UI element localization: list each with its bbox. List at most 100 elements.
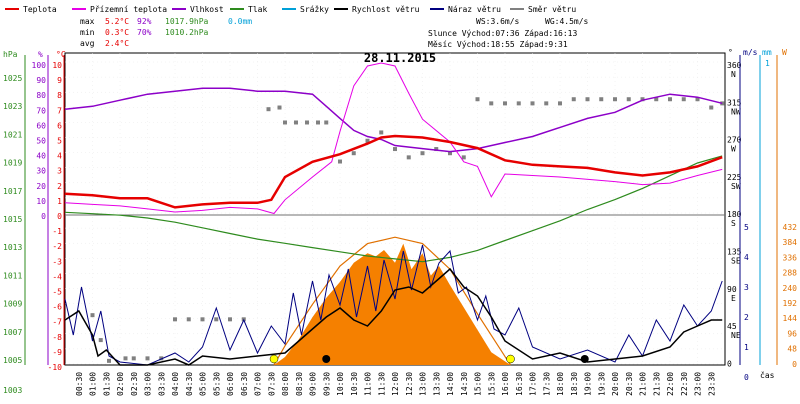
- wind-dir-point: [406, 155, 411, 160]
- wind-dir-point: [379, 130, 384, 135]
- wind-dir-point: [599, 97, 604, 102]
- dir-tick-name: NW: [731, 107, 741, 116]
- x-tick-label: 22:30: [680, 372, 689, 396]
- x-tick-label: 12:00: [391, 372, 400, 396]
- wind-dir-point: [503, 101, 507, 106]
- deg-tick: 8: [57, 91, 62, 100]
- dir-tick-name: SW: [731, 182, 741, 191]
- wind-dir-point: [338, 159, 342, 164]
- wind-dir-point: [90, 313, 95, 318]
- wind-dir-point: [668, 97, 672, 102]
- deg-tick: 4: [57, 152, 62, 161]
- x-tick-label: 10:00: [336, 372, 345, 396]
- dir-tick-value: 135: [727, 248, 742, 257]
- stats-row-label: min: [80, 28, 95, 37]
- hpa-tick: 1011: [3, 271, 22, 280]
- x-tick-label: 11:30: [377, 372, 386, 396]
- wind-dir-point: [145, 356, 150, 361]
- pct-tick: 20: [36, 182, 46, 191]
- hpa-tick: 1007: [3, 328, 22, 337]
- ms-tick: 4: [744, 253, 749, 262]
- x-tick-label: 20:30: [625, 372, 634, 396]
- dir-tick-value: 270: [727, 136, 742, 145]
- deg-tick: 9: [57, 76, 62, 85]
- hpa-tick: 1005: [3, 356, 22, 365]
- pct-tick: 80: [36, 91, 46, 100]
- x-tick-label: 07:00: [254, 372, 263, 396]
- wind-dir-point: [475, 97, 480, 102]
- deg-tick: 6: [57, 121, 62, 130]
- w-tick: 0: [792, 360, 797, 369]
- deg-unit: °C: [56, 50, 66, 59]
- pct-tick: 40: [36, 152, 46, 161]
- stats-value: 2.4°C: [105, 39, 129, 48]
- wind-dir-point: [544, 101, 549, 106]
- dir-tick-value: 315: [727, 98, 742, 107]
- wind-dir-point: [283, 120, 287, 125]
- temperature-line: [64, 134, 723, 209]
- x-tick-label: 23:00: [694, 372, 703, 396]
- wind-gust-info: WG:4.5m/s: [545, 17, 589, 26]
- x-tick-label: 03:00: [144, 372, 153, 396]
- dir-tick-value: 0: [727, 359, 732, 368]
- x-tick-label: 11:00: [364, 372, 373, 396]
- wind-dir-point: [294, 120, 298, 125]
- sun-info: Slunce Východ:07:36 Západ:16:13: [428, 29, 577, 38]
- x-tick-label: 17:30: [542, 372, 551, 396]
- x-tick-label: 04:30: [185, 372, 194, 396]
- x-tick-label: 15:00: [474, 372, 483, 396]
- moonset-marker: [322, 355, 331, 363]
- wind-dir-point: [214, 317, 219, 322]
- wind-dir-point: [393, 147, 397, 152]
- x-tick-label: 20:00: [611, 372, 620, 396]
- x-tick-label: 15:30: [487, 372, 496, 396]
- x-axis-label: čas: [760, 370, 775, 380]
- pct-tick: 50: [36, 137, 46, 146]
- wind-dir-point: [571, 97, 576, 102]
- pct-tick: 30: [36, 167, 46, 176]
- wind-dir-point: [626, 97, 631, 102]
- x-tick-label: 23:30: [707, 372, 716, 396]
- dir-tick-name: W: [731, 145, 736, 154]
- x-tick-label: 05:00: [199, 372, 208, 396]
- deg-tick: 5: [57, 137, 62, 146]
- pct-tick: 0: [41, 212, 46, 221]
- wind-speed-info: WS:3.6m/s: [476, 17, 520, 26]
- wind-dir-point: [434, 147, 439, 152]
- w-tick: 384: [783, 238, 798, 247]
- dir-tick-name: S: [731, 219, 736, 228]
- dir-tick-name: E: [731, 294, 736, 303]
- wind-dir-point: [200, 317, 205, 322]
- deg-tick: -3: [52, 257, 62, 266]
- wind-dir-point: [530, 101, 535, 106]
- wind-dir-point: [123, 356, 128, 361]
- legend-label: Náraz větru: [448, 5, 501, 14]
- wind-dir-point: [448, 151, 452, 156]
- deg-tick: -6: [52, 303, 62, 312]
- wind-dir-point: [324, 120, 329, 125]
- ms-tick: 3: [744, 283, 749, 292]
- x-tick-label: 09:00: [309, 372, 318, 396]
- deg-tick: -1: [52, 227, 62, 236]
- wind-dir-point: [585, 97, 590, 102]
- x-tick-label: 00:30: [75, 372, 84, 396]
- wind-dir-point: [228, 317, 232, 322]
- x-tick-label: 06:30: [240, 372, 249, 396]
- stats-value: 0.3°C: [105, 28, 129, 37]
- stats-value: 5.2°C: [105, 17, 129, 26]
- stats-value: 1010.2hPa: [165, 28, 209, 37]
- w-tick: 48: [787, 345, 797, 354]
- x-tick-label: 19:30: [597, 372, 606, 396]
- stats-value: 92%: [137, 17, 152, 26]
- x-tick-label: 06:00: [226, 372, 235, 396]
- legend-label: Rychlost větru: [352, 5, 420, 14]
- x-tick-label: 21:30: [652, 372, 661, 396]
- wind-dir-point: [709, 105, 714, 110]
- solar-max-line: [273, 236, 512, 366]
- wind-dir-point: [489, 101, 494, 106]
- w-tick: 336: [783, 253, 798, 262]
- legend-label: Tlak: [248, 5, 267, 14]
- deg-tick: -9: [52, 348, 62, 357]
- ground-temp-line: [64, 62, 723, 215]
